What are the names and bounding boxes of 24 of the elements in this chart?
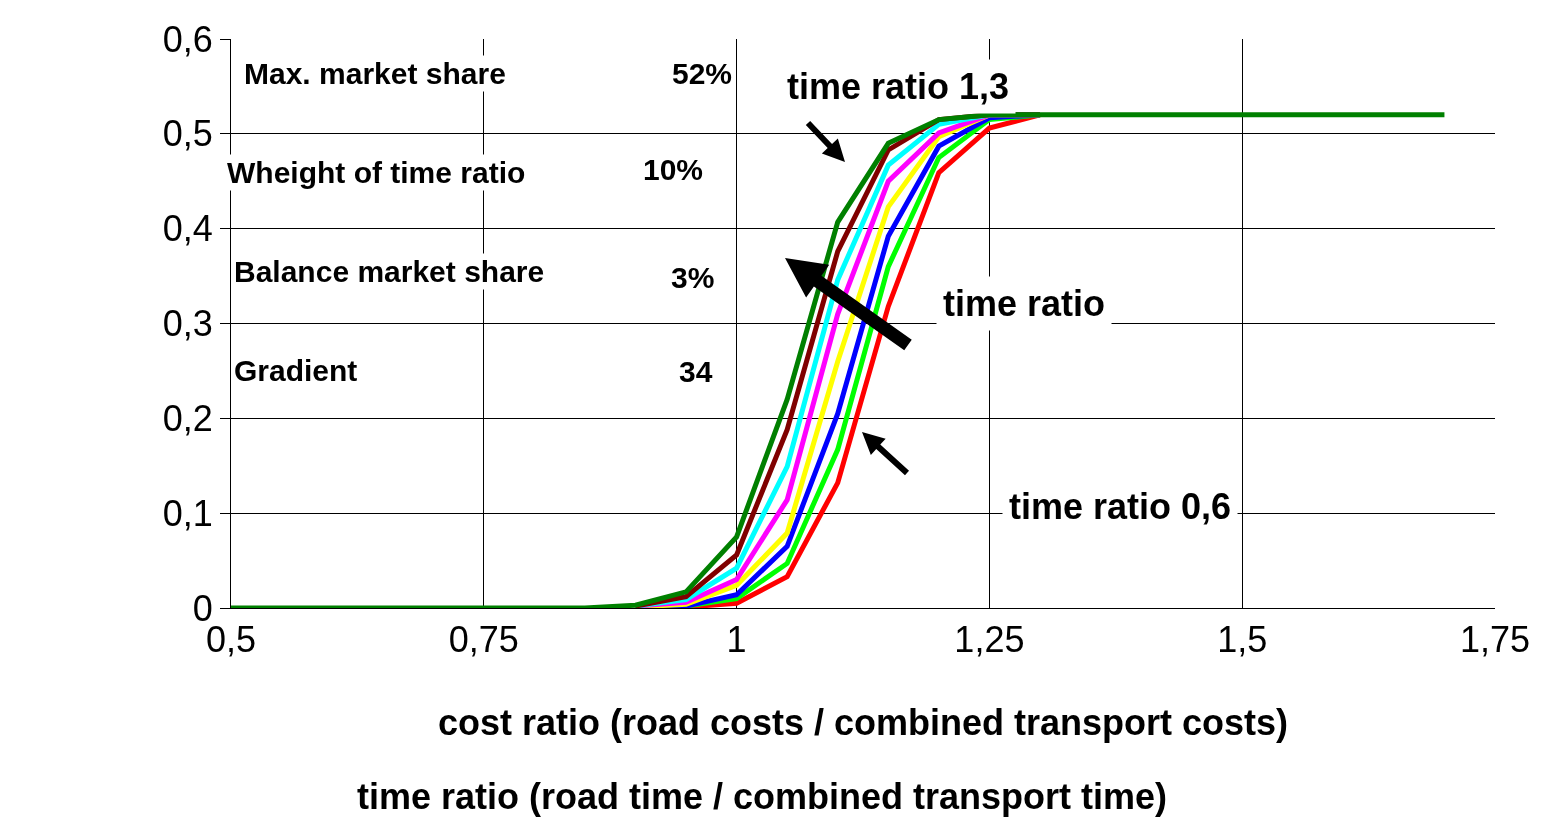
x-tick-label: 1 [726, 619, 747, 661]
annotation: Gradient [234, 354, 358, 387]
y-tick-label: 0,4 [162, 208, 213, 250]
y-tick-label: 0,2 [162, 397, 213, 439]
annotation: 10% [643, 153, 704, 186]
annotation: 52% [672, 57, 733, 90]
y-tick-label: 0,5 [162, 113, 213, 155]
x-tick-label: 1,25 [954, 619, 1025, 661]
x-tick-label: 1,5 [1217, 619, 1268, 661]
annotation: time ratio [943, 283, 1106, 324]
annotation: 3% [671, 261, 715, 294]
x-tick-label: 1,75 [1459, 619, 1531, 661]
annotation: 34 [679, 355, 713, 388]
y-tick-label: 0,1 [162, 492, 213, 534]
y-tick-label: 0,6 [162, 18, 213, 60]
annotation: Wheight of time ratio [227, 156, 526, 189]
annotation: Balance market share [234, 255, 545, 288]
annotation: Max. market share [244, 57, 506, 90]
x-tick-label: 0,75 [448, 619, 519, 661]
x-axis-title: cost ratio (road costs / combined transport costs) [437, 701, 1289, 743]
annotation: time ratio 0,6 [1009, 486, 1232, 527]
text: time ratio (road time / combined transport time) [357, 776, 1168, 817]
y-tick-label: 0,3 [162, 303, 213, 345]
annotation: time ratio 1,3 [787, 66, 1010, 107]
